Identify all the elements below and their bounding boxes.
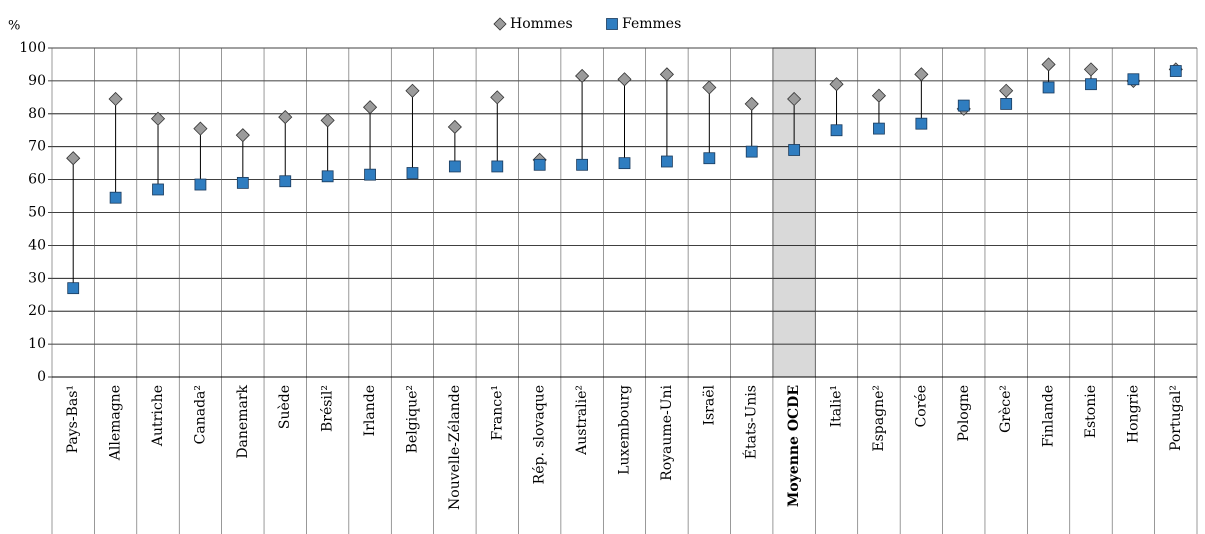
y-axis-label: % [8, 19, 20, 34]
x-tick-label: Rép. slovaque [532, 385, 548, 484]
femmes-marker [703, 152, 716, 165]
femmes-marker [1085, 78, 1097, 91]
x-tick-label: Nouvelle-Zélande [447, 385, 463, 510]
x-tick-label: Brésil² [320, 385, 336, 432]
hommes-marker [362, 100, 378, 115]
x-tick-label: Finlande [1041, 385, 1057, 447]
y-tick-label: 90 [28, 73, 46, 89]
x-tick-label: Pologne [956, 385, 972, 441]
x-tick-label: Moyenne OCDE [786, 385, 802, 507]
x-tick-label: Portugal² [1168, 385, 1184, 451]
x-tick-label: Australie² [574, 385, 590, 456]
femmes-marker [533, 158, 546, 171]
hommes-marker [659, 67, 674, 82]
x-tick-label: Autriche [150, 385, 166, 447]
femmes-marker [364, 168, 376, 181]
femmes-marker [67, 282, 80, 295]
x-tick-label: Espagne² [871, 385, 887, 452]
femmes-marker [279, 175, 292, 188]
x-tick-label: Danemark [235, 384, 251, 458]
femmes-marker [109, 191, 122, 204]
legend-marker [606, 18, 618, 30]
hommes-marker [999, 83, 1014, 98]
femmes-marker [745, 145, 758, 158]
x-tick-label: Grèce² [998, 385, 1014, 433]
hommes-marker [617, 72, 632, 87]
x-tick-label: Israël [701, 384, 717, 425]
hommes-marker [150, 111, 166, 126]
x-tick-label: Allemagne [108, 385, 124, 461]
femmes-marker [788, 144, 801, 156]
femmes-marker [915, 117, 928, 130]
femmes-marker [1169, 65, 1182, 77]
femmes-marker [661, 155, 673, 168]
y-tick-label: 20 [28, 303, 46, 319]
femmes-marker [873, 122, 885, 135]
hommes-marker [193, 121, 208, 136]
femmes-marker [448, 160, 461, 173]
femmes-marker [1042, 81, 1055, 94]
legend-label: Femmes [622, 16, 681, 32]
hommes-marker [702, 80, 717, 95]
x-tick-label: États-Unis [742, 385, 760, 459]
hommes-marker [235, 128, 250, 143]
femmes-marker [152, 183, 164, 196]
x-tick-label: Pays-Bas¹ [65, 385, 81, 453]
legend-marker [493, 17, 507, 31]
legend-label: Hommes [510, 16, 573, 32]
hommes-marker [1041, 57, 1056, 72]
x-tick-label: Belgique² [404, 385, 420, 453]
x-tick-label: Irlande [362, 385, 378, 436]
hommes-marker [447, 119, 462, 135]
y-tick-label: 0 [37, 369, 46, 385]
x-tick-label: Canada² [192, 385, 208, 444]
x-tick-label: Royaume-Uni [659, 384, 675, 480]
x-tick-label: Luxembourg [617, 385, 633, 475]
y-tick-label: 50 [28, 205, 46, 221]
hommes-marker [914, 67, 929, 82]
femmes-marker [406, 167, 419, 179]
hommes-marker [108, 91, 123, 107]
x-tick-label: Estonie [1083, 385, 1099, 438]
hommes-marker [1083, 62, 1099, 77]
y-tick-label: 30 [28, 270, 46, 286]
femmes-marker [830, 124, 843, 137]
y-tick-label: 60 [28, 172, 46, 188]
femmes-marker [321, 170, 334, 183]
hommes-marker [490, 90, 505, 105]
hommes-marker [829, 77, 844, 92]
femmes-marker [491, 160, 504, 173]
femmes-marker [957, 99, 970, 112]
x-tick-label: Corée [913, 385, 929, 427]
hommes-marker [405, 83, 420, 98]
x-tick-label: Italie¹ [829, 385, 845, 427]
x-tick-label: Suède [277, 385, 293, 429]
y-tick-label: 70 [28, 139, 46, 155]
femmes-marker [618, 157, 631, 170]
hommes-marker [66, 151, 81, 166]
x-tick-label: Hongrie [1125, 385, 1141, 443]
y-tick-label: 40 [28, 237, 46, 253]
femmes-marker [236, 176, 249, 189]
hommes-marker [320, 113, 335, 128]
y-tick-label: 80 [28, 106, 46, 122]
hommes-marker [787, 91, 802, 107]
hommes-marker [278, 110, 293, 125]
y-tick-label: 100 [19, 40, 46, 56]
femmes-marker [1000, 98, 1013, 110]
hommes-marker [575, 68, 590, 84]
y-tick-label: 10 [28, 336, 46, 352]
femmes-marker [1127, 73, 1140, 86]
hommes-marker [871, 88, 887, 103]
femmes-marker [194, 178, 207, 191]
hommes-marker [744, 96, 759, 111]
x-tick-label: France¹ [489, 385, 505, 441]
femmes-marker [576, 158, 588, 171]
